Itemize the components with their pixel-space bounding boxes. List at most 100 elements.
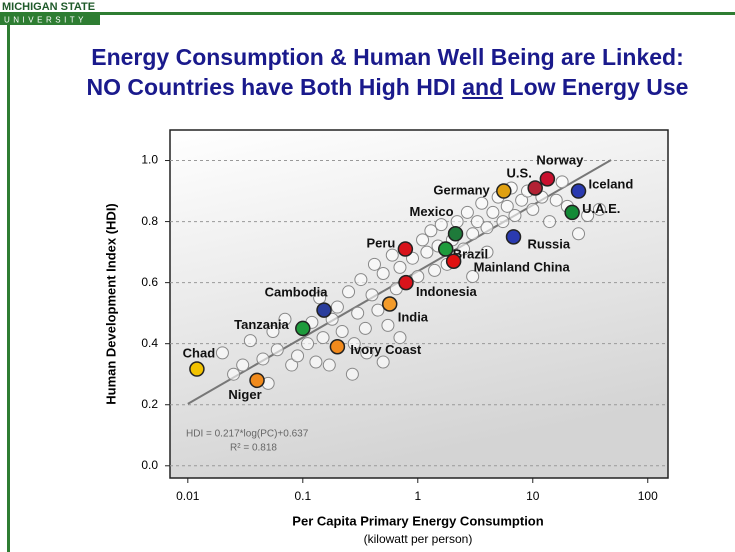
country-label: Brazil [453, 246, 488, 261]
country-flag [496, 183, 512, 199]
logo-band [0, 15, 100, 25]
country-label: U.S. [507, 165, 532, 180]
y-tick-label: 0.2 [141, 397, 158, 411]
country-label: Germany [433, 182, 490, 197]
point [285, 358, 299, 372]
x-tick-label: 0.01 [176, 489, 200, 503]
country-label: Mexico [410, 204, 454, 219]
country-label: Mainland China [474, 260, 571, 275]
title-line: NO Countries have Both High HDI and Low … [20, 74, 735, 101]
country-flag [447, 226, 464, 242]
point [291, 349, 305, 363]
title-part: Low Energy Use [503, 74, 689, 100]
point [342, 285, 356, 299]
point [393, 331, 407, 345]
point [480, 221, 494, 235]
point [496, 215, 510, 229]
country-label: Peru [366, 235, 395, 250]
point [309, 355, 323, 369]
country-label: Cambodia [265, 285, 329, 300]
y-tick-label: 0.6 [141, 275, 158, 289]
point [367, 257, 381, 271]
logo-text: MICHIGAN STATE [2, 1, 95, 13]
y-tick-label: 0.8 [141, 214, 158, 228]
point [270, 343, 284, 357]
point [347, 337, 361, 351]
point [376, 266, 390, 280]
point [322, 358, 336, 372]
point [420, 245, 434, 259]
title-part: and [462, 74, 504, 100]
point [358, 321, 372, 335]
point [325, 312, 339, 326]
point [301, 337, 315, 351]
point [316, 331, 330, 345]
x-tick-label: 1 [414, 489, 421, 503]
country-flag [381, 296, 398, 312]
x-axis-note: (kilowatt per person) [364, 532, 473, 546]
y-tick-label: 1.0 [141, 153, 158, 167]
country-label: Indonesia [416, 284, 477, 299]
country-flag [527, 180, 543, 196]
x-tick-label: 0.1 [294, 489, 311, 503]
logo-bg [0, 0, 135, 12]
point [330, 300, 344, 314]
point [428, 263, 442, 277]
point [475, 196, 489, 210]
y-axis-label: Human Development Index (HDI) [103, 203, 118, 405]
point [515, 193, 529, 207]
point [266, 324, 280, 338]
country-label: India [398, 309, 429, 324]
point [385, 248, 399, 262]
x-tick-label: 100 [638, 489, 658, 503]
country-label: Ivory Coast [350, 342, 421, 357]
point [351, 306, 365, 320]
point [500, 199, 514, 213]
country-label: Niger [228, 387, 261, 402]
point [508, 208, 522, 222]
point [424, 224, 438, 238]
country-flag [445, 253, 462, 270]
country-flag [189, 361, 205, 377]
point [555, 175, 569, 189]
country-label: Tanzania [234, 317, 289, 332]
x-tick-label: 10 [526, 489, 540, 503]
point [457, 242, 471, 256]
point [354, 273, 368, 287]
country-flag [564, 204, 580, 221]
point [416, 233, 430, 247]
country-label: U.A.E. [582, 201, 620, 216]
y-tick-label: 0.4 [141, 336, 158, 350]
point [243, 334, 257, 348]
top-rule [0, 12, 735, 15]
point [466, 227, 480, 241]
point [278, 312, 292, 326]
point [381, 318, 395, 332]
point [486, 205, 500, 219]
title-part: NO Countries have Both High HDI [86, 74, 463, 100]
point [526, 202, 540, 216]
point [581, 208, 595, 222]
country-flag [329, 338, 346, 355]
point [480, 245, 494, 259]
country-label: Chad [183, 345, 216, 360]
country-flag [398, 274, 414, 291]
country-flag [316, 302, 332, 318]
country-flag [249, 372, 265, 389]
y-tick-label: 0.0 [141, 458, 158, 472]
point [466, 270, 480, 284]
point [360, 346, 374, 360]
left-rule [7, 12, 10, 552]
country-flag [295, 320, 311, 337]
equation: HDI = 0.217*log(PC)+0.637 [186, 429, 309, 440]
point [371, 303, 385, 317]
point [460, 205, 474, 219]
country-flag [539, 171, 556, 187]
point [335, 324, 349, 338]
point [572, 227, 586, 241]
country-flag [505, 229, 522, 245]
point [470, 215, 484, 229]
country-flag [397, 241, 414, 257]
